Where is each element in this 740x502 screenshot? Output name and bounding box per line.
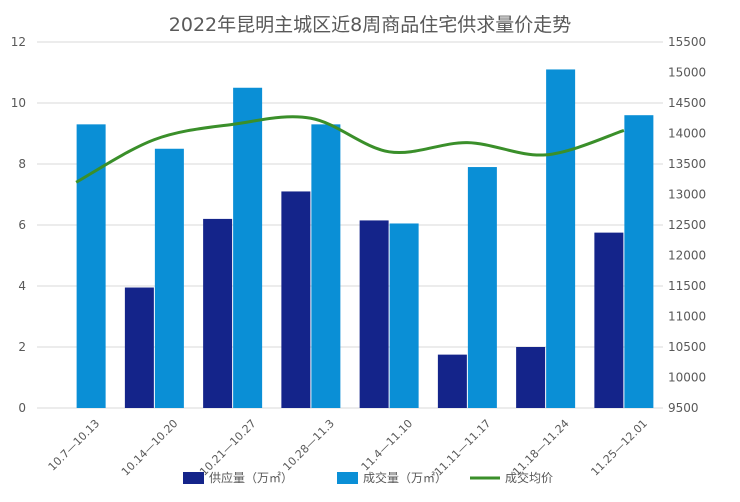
x-tick-label: 11.25—12.01 (588, 417, 650, 479)
y-right-tick-label: 12000 (668, 249, 706, 263)
supply-bar (281, 191, 311, 408)
transaction-bar (546, 69, 576, 408)
x-tick-label: 11.11—11.17 (432, 417, 494, 479)
transaction-bar (154, 148, 184, 408)
y-left-tick-label: 0 (18, 401, 26, 415)
supply-bar (203, 218, 233, 408)
x-tick-label: 11.18—11.24 (510, 417, 572, 479)
y-right-tick-label: 15000 (668, 66, 706, 80)
y-right-tick-label: 13000 (668, 188, 706, 202)
y-left-tick-label: 2 (18, 340, 26, 354)
x-tick-label: 10.21—10.27 (197, 417, 259, 479)
y-right-tick-label: 14000 (668, 127, 706, 141)
y-left-tick-label: 10 (11, 96, 26, 110)
legend-transaction-swatch (337, 472, 358, 484)
y-right-tick-label: 11000 (668, 310, 706, 324)
y-left-tick-label: 8 (18, 157, 26, 171)
y-right-tick-label: 10000 (668, 371, 706, 385)
price-line (75, 115, 625, 184)
y-right-tick-label: 9500 (668, 401, 699, 415)
bars (76, 69, 654, 408)
y-right-tick-label: 12500 (668, 218, 706, 232)
supply-bar (124, 287, 154, 408)
transaction-bar (624, 115, 654, 408)
transaction-bar (233, 87, 263, 408)
transaction-bar (467, 167, 497, 408)
x-tick-label: 10.7—10.13 (46, 417, 103, 474)
legend-supply-swatch (183, 472, 204, 484)
legend-supply-label: 供应量（万㎡） (209, 470, 293, 485)
y-right-tick-label: 13500 (668, 157, 706, 171)
y-left-tick-label: 6 (18, 218, 26, 232)
y-right-tick-label: 11500 (668, 279, 706, 293)
average-price-line (75, 115, 625, 184)
supply-bar (437, 354, 467, 408)
transaction-bar (76, 124, 106, 408)
legend-average-price-label: 成交均价 (505, 470, 553, 485)
x-tick-label: 11.4—11.10 (359, 417, 416, 474)
y-right-tick-label: 14500 (668, 96, 706, 110)
x-tick-label: 10.28—11.3 (280, 417, 337, 474)
supply-bar (594, 232, 624, 408)
x-tick-label: 10.14—10.20 (119, 417, 181, 479)
transaction-bar (311, 124, 341, 408)
y-left-tick-label: 4 (18, 279, 26, 293)
y-left-tick-label: 12 (11, 35, 26, 49)
y-right-tick-label: 15500 (668, 35, 706, 49)
transaction-bar (389, 223, 419, 408)
supply-bar (516, 347, 546, 408)
supply-bar (359, 220, 389, 408)
legend: 供应量（万㎡） 成交量（万㎡） 成交均价 (183, 470, 553, 485)
chart-title: 2022年昆明主城区近8周商品住宅供求量价走势 (169, 14, 571, 36)
y-right-tick-label: 10500 (668, 340, 706, 354)
legend-transaction-label: 成交量（万㎡） (363, 470, 447, 485)
